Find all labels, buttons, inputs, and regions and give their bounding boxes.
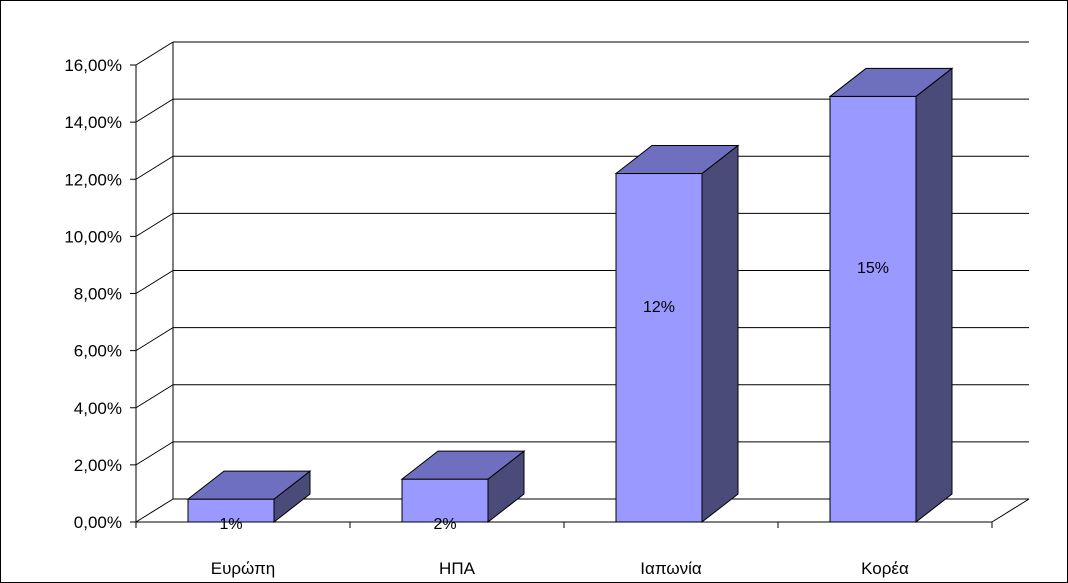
data-label: 15% bbox=[857, 260, 889, 277]
y-tick-label: 0,00% bbox=[74, 513, 122, 532]
gridline-diagonal bbox=[135, 98, 174, 123]
bars-layer bbox=[186, 67, 954, 524]
data-label: 2% bbox=[433, 516, 456, 533]
y-tick-label: 10,00% bbox=[64, 227, 122, 246]
gridline-diagonal bbox=[135, 498, 174, 523]
gridline-diagonal bbox=[135, 212, 174, 237]
bar-front bbox=[401, 478, 489, 523]
x-category-label: Ευρώπη bbox=[211, 559, 276, 578]
floor-right-edge bbox=[991, 498, 1030, 523]
bar-Ιαπωνία bbox=[614, 144, 740, 524]
gridline-diagonal bbox=[135, 441, 174, 466]
bar-top bbox=[186, 470, 312, 500]
gridline-diagonal bbox=[135, 41, 174, 66]
y-tick-label: 4,00% bbox=[74, 399, 122, 418]
gridline-diagonal bbox=[135, 155, 174, 180]
y-tick-label: 12,00% bbox=[64, 170, 122, 189]
bar-top bbox=[828, 67, 954, 97]
bar-top bbox=[400, 450, 526, 480]
bar-Ευρώπη bbox=[186, 470, 312, 524]
y-tick-label: 2,00% bbox=[74, 456, 122, 475]
y-tick-label: 16,00% bbox=[64, 56, 122, 75]
y-tick-label: 14,00% bbox=[64, 113, 122, 132]
data-label: 1% bbox=[219, 516, 242, 533]
x-category-label: Κορέα bbox=[861, 559, 909, 578]
x-category-label: Ιαπωνία bbox=[640, 559, 702, 578]
gridline-diagonal bbox=[135, 384, 174, 409]
bar-ΗΠΑ bbox=[400, 450, 526, 524]
y-tick-label: 6,00% bbox=[74, 342, 122, 361]
x-category-label: ΗΠΑ bbox=[439, 559, 476, 578]
data-label: 12% bbox=[643, 299, 675, 316]
bar-side bbox=[915, 67, 953, 524]
data-labels-layer: 1% 2% 12% 15% bbox=[219, 260, 889, 533]
bar-front bbox=[615, 173, 703, 523]
gridline-diagonal bbox=[135, 327, 174, 352]
bar-Κορέα bbox=[828, 67, 954, 524]
y-axis-ticks: 0,00% 2,00% 4,00% 6,00% 8,00% 10,00% 12,00% 14,… bbox=[64, 56, 122, 532]
y-tick-label: 8,00% bbox=[74, 285, 122, 304]
bar-side bbox=[701, 144, 739, 524]
x-axis-categories: Ευρώπη ΗΠΑ Ιαπωνία Κορέα bbox=[211, 559, 909, 578]
bar-top bbox=[614, 145, 740, 175]
bar-front bbox=[829, 95, 917, 523]
gridline-diagonal bbox=[135, 270, 174, 294]
